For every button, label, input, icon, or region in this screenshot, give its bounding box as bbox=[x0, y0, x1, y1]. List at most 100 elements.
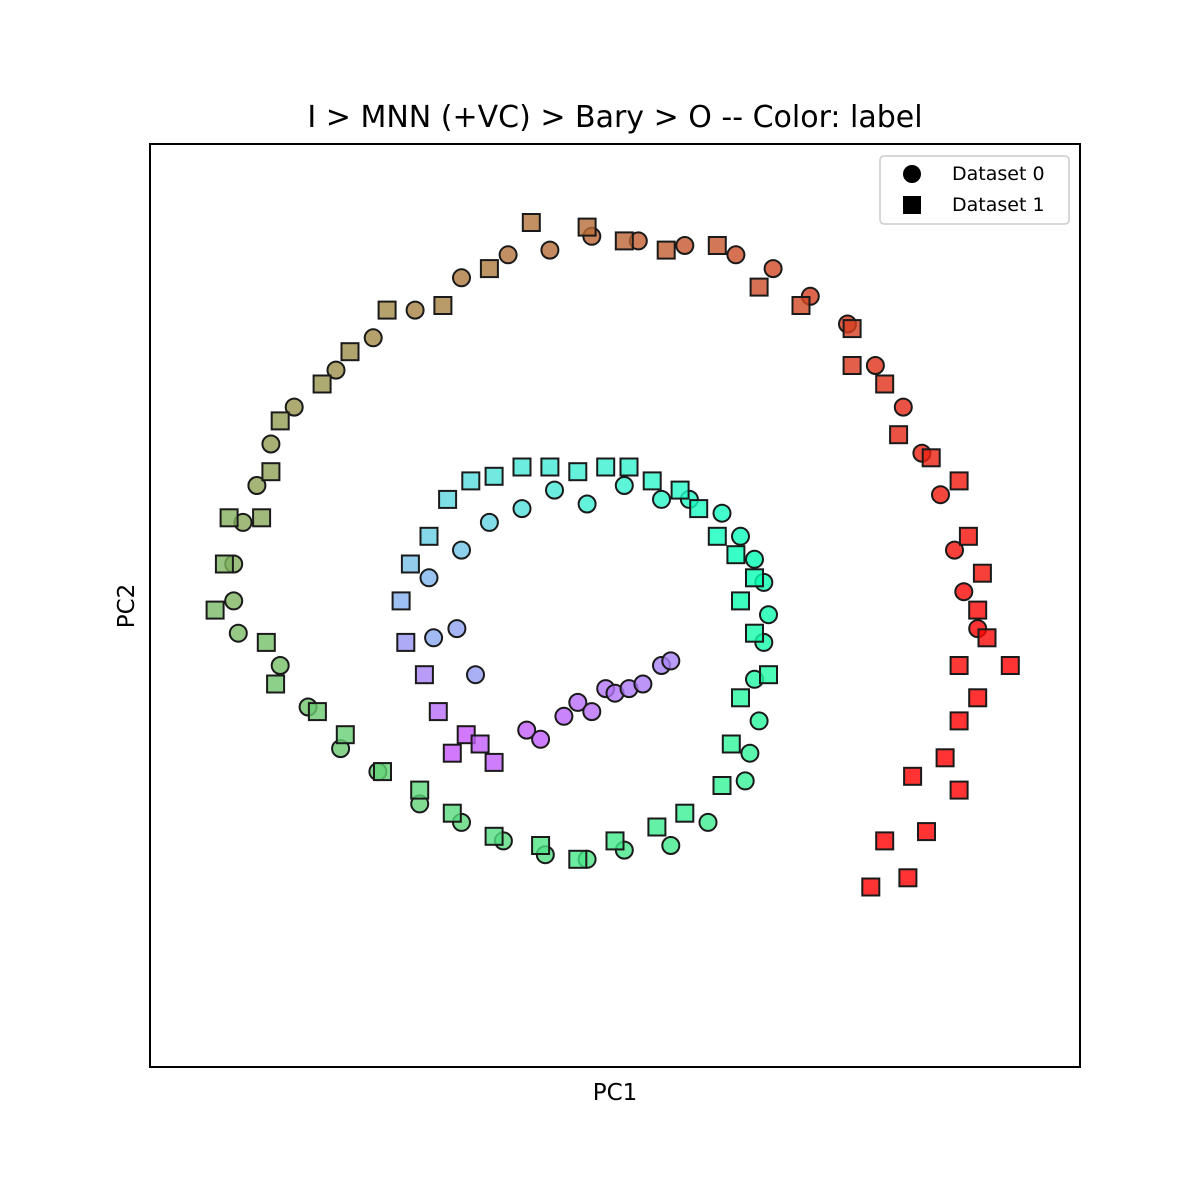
data-point-series-1-12 bbox=[484, 466, 504, 486]
data-point-series-0-46 bbox=[224, 591, 244, 611]
data-point-series-1-71 bbox=[949, 656, 969, 675]
data-point-series-1-31 bbox=[647, 817, 667, 837]
data-points bbox=[205, 213, 1020, 897]
data-point-series-1-30 bbox=[675, 803, 695, 823]
data-point-series-1-17 bbox=[619, 457, 639, 477]
data-point-series-1-55 bbox=[577, 217, 597, 237]
data-point-series-0-62 bbox=[763, 259, 783, 279]
data-point-series-0-33 bbox=[698, 812, 718, 832]
data-point-series-1-14 bbox=[540, 457, 560, 477]
data-point-series-0-19 bbox=[577, 494, 597, 514]
data-point-series-1-53 bbox=[479, 259, 499, 279]
data-point-series-1-42 bbox=[256, 632, 276, 652]
data-point-series-1-32 bbox=[605, 831, 625, 851]
data-point-series-1-3 bbox=[484, 752, 504, 772]
data-point-series-1-27 bbox=[731, 688, 750, 708]
data-point-series-1-65 bbox=[921, 448, 941, 468]
data-point-series-0-11 bbox=[466, 665, 485, 685]
data-point-series-0-24 bbox=[731, 526, 750, 546]
data-point-series-1-76 bbox=[949, 780, 969, 800]
data-point-series-1-16 bbox=[596, 457, 616, 477]
data-point-series-0-27 bbox=[759, 605, 778, 625]
data-point-series-1-41 bbox=[266, 674, 286, 694]
data-point-series-0-1 bbox=[531, 729, 551, 749]
data-point-series-1-79 bbox=[875, 831, 895, 851]
plot-frame bbox=[149, 143, 1081, 1068]
data-point-series-1-21 bbox=[707, 526, 727, 546]
data-point-series-1-62 bbox=[842, 356, 862, 375]
data-point-series-1-19 bbox=[670, 480, 690, 500]
data-point-series-0-16 bbox=[479, 512, 499, 532]
data-point-series-1-37 bbox=[410, 780, 430, 800]
data-point-series-1-49 bbox=[312, 374, 332, 394]
data-point-series-1-18 bbox=[642, 471, 662, 491]
data-point-series-0-68 bbox=[931, 485, 950, 505]
data-point-series-0-52 bbox=[326, 360, 346, 380]
data-point-series-1-72 bbox=[968, 688, 988, 708]
data-point-series-1-73 bbox=[1000, 656, 1020, 675]
data-point-series-1-40 bbox=[307, 702, 327, 722]
data-point-series-1-54 bbox=[521, 213, 541, 232]
data-point-series-1-75 bbox=[935, 748, 955, 768]
data-point-series-1-29 bbox=[712, 776, 732, 795]
data-point-series-1-56 bbox=[614, 231, 634, 251]
data-point-series-0-56 bbox=[498, 245, 518, 265]
data-point-series-1-0 bbox=[442, 743, 462, 763]
data-point-series-0-65 bbox=[865, 356, 885, 375]
data-point-series-1-50 bbox=[340, 342, 360, 362]
data-point-series-1-38 bbox=[373, 762, 392, 782]
data-point-series-0-13 bbox=[424, 628, 444, 648]
data-point-series-1-61 bbox=[842, 319, 862, 339]
data-point-series-1-60 bbox=[791, 296, 811, 315]
data-point-series-1-80 bbox=[898, 868, 918, 888]
data-point-series-1-46 bbox=[252, 508, 272, 528]
data-point-series-1-25 bbox=[745, 623, 764, 643]
data-point-series-1-6 bbox=[396, 632, 416, 652]
data-point-series-0-4 bbox=[582, 702, 602, 722]
data-point-series-1-7 bbox=[391, 591, 411, 611]
data-point-series-1-15 bbox=[568, 462, 588, 482]
data-point-series-1-44 bbox=[214, 554, 234, 574]
data-point-series-1-23 bbox=[745, 568, 764, 588]
data-point-series-1-39 bbox=[335, 725, 355, 745]
data-point-series-0-45 bbox=[228, 623, 248, 643]
data-point-series-1-2 bbox=[470, 734, 490, 754]
data-point-series-1-64 bbox=[889, 425, 909, 445]
data-point-series-0-3 bbox=[568, 692, 588, 712]
data-point-series-1-24 bbox=[731, 591, 750, 611]
data-point-series-0-44 bbox=[270, 656, 290, 675]
data-point-series-0-12 bbox=[447, 619, 467, 639]
data-point-series-0-21 bbox=[652, 489, 671, 509]
data-point-series-1-78 bbox=[917, 822, 936, 842]
data-point-series-0-25 bbox=[745, 549, 764, 569]
data-point-series-0-23 bbox=[712, 503, 732, 523]
data-point-series-1-51 bbox=[377, 300, 397, 320]
data-point-series-1-34 bbox=[531, 836, 551, 855]
data-point-series-0-18 bbox=[545, 480, 564, 500]
data-point-series-1-77 bbox=[903, 766, 923, 786]
data-point-series-0-50 bbox=[261, 434, 281, 454]
data-point-series-1-4 bbox=[428, 702, 448, 722]
data-point-series-1-52 bbox=[433, 296, 453, 315]
data-point-series-0-70 bbox=[954, 582, 974, 602]
data-point-series-0-10 bbox=[661, 651, 681, 671]
legend: Dataset 0 Dataset 1 bbox=[879, 155, 1070, 225]
data-point-series-0-14 bbox=[419, 568, 439, 588]
data-point-series-1-5 bbox=[414, 665, 434, 685]
data-point-series-0-54 bbox=[405, 300, 425, 320]
data-point-series-1-58 bbox=[707, 236, 727, 255]
data-point-series-1-70 bbox=[977, 628, 997, 648]
data-point-series-1-13 bbox=[512, 457, 532, 477]
chart-title: I > MNN (+VC) > Bary > O -- Color: label bbox=[307, 100, 922, 135]
data-point-series-1-11 bbox=[461, 471, 481, 491]
data-point-series-0-55 bbox=[452, 268, 471, 288]
data-point-series-1-68 bbox=[972, 563, 992, 583]
data-point-series-0-60 bbox=[675, 236, 695, 255]
legend-marker-square bbox=[903, 196, 921, 214]
data-point-series-1-63 bbox=[875, 374, 895, 394]
data-point-series-1-10 bbox=[438, 489, 458, 509]
data-point-series-0-31 bbox=[740, 743, 760, 763]
data-point-series-1-8 bbox=[400, 554, 420, 574]
legend-label-dataset-1: Dataset 1 bbox=[952, 194, 1045, 216]
